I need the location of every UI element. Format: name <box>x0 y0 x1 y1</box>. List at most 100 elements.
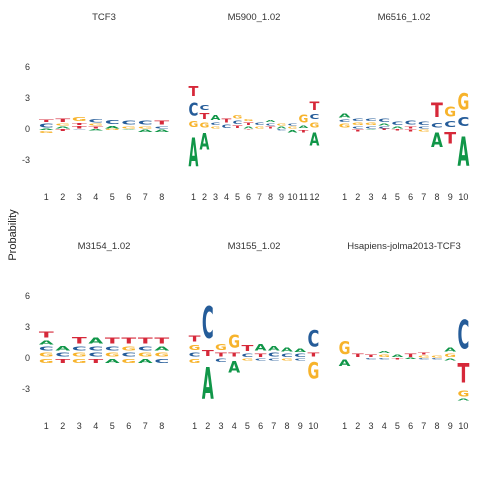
logo-letter-A: A <box>310 129 320 150</box>
logo-letter-G: G <box>365 122 377 126</box>
logo-letter-G: G <box>418 129 430 132</box>
x-tick-label: 3 <box>218 421 223 431</box>
x-tick-label: 8 <box>159 421 164 431</box>
logo-letter-T: T <box>241 344 254 353</box>
logo-letter-G: G <box>189 358 201 364</box>
logo-letter-G: G <box>288 126 298 129</box>
y-axis-title: Probability <box>7 209 19 261</box>
logo-letter-G: G <box>307 360 319 385</box>
logo-letter-T: T <box>105 336 121 345</box>
logo-letter-A: A <box>154 129 169 133</box>
logo-letter-A: A <box>391 126 404 129</box>
logo-letter-T: T <box>189 335 202 344</box>
logo-letter-A: A <box>378 123 391 126</box>
logo-letter-C: C <box>233 120 243 125</box>
logo-letter-C: C <box>352 126 364 129</box>
logo-letter-G: G <box>378 354 390 358</box>
x-tick-label: 1 <box>342 421 347 431</box>
x-tick-label: 5 <box>110 421 115 431</box>
y-tick-label: 6 <box>25 291 30 301</box>
logo-letter-C: C <box>431 122 443 129</box>
logo-letter-C: C <box>310 113 320 122</box>
logo-letter-G: G <box>352 122 364 126</box>
logo-letter-C: C <box>222 124 232 129</box>
logo-letter-A: A <box>444 347 456 353</box>
logo-letter-C: C <box>105 346 120 352</box>
x-tick-label: 4 <box>232 421 237 431</box>
logo-letter-A: A <box>339 358 351 369</box>
logo-letter-G: G <box>418 355 430 358</box>
logo-letter-C: C <box>418 126 430 129</box>
y-tick-label: 3 <box>25 322 30 332</box>
logo-letter-C: C <box>431 358 443 360</box>
logo-letter-G: G <box>138 352 153 358</box>
logo-letter-A: A <box>138 358 153 364</box>
logo-panel: M6516_1.021GCA2TCGC3ACGC4TCAC5TAC6TTC7GC… <box>339 12 470 202</box>
logo-letter-A: A <box>391 354 403 358</box>
logo-letter-A: A <box>244 126 255 129</box>
logo-letter-A: A <box>121 129 137 130</box>
logo-letter-C: C <box>215 358 227 363</box>
x-tick-label: 6 <box>126 192 131 202</box>
x-tick-label: 1 <box>342 192 347 202</box>
logo-letter-A: A <box>339 112 351 118</box>
logo-letter-G: G <box>72 359 87 365</box>
logo-letter-A: A <box>200 130 210 156</box>
logo-letter-G: G <box>241 358 253 361</box>
logo-letter-G: G <box>39 131 54 134</box>
logo-letter-G: G <box>228 331 240 352</box>
logo-letter-C: C <box>268 352 280 358</box>
logo-letter-C: C <box>277 129 287 131</box>
x-tick-label: 8 <box>284 421 289 431</box>
x-tick-label: 8 <box>434 421 439 431</box>
x-tick-label: 10 <box>458 192 468 202</box>
logo-letter-C: C <box>378 358 390 360</box>
logo-letter-T: T <box>55 118 70 123</box>
logo-letter-G: G <box>105 129 120 131</box>
logo-letter-A: A <box>457 130 469 176</box>
logo-letter-C: C <box>88 118 103 123</box>
logo-letter-T: T <box>418 352 431 355</box>
x-tick-label: 4 <box>93 192 98 202</box>
x-tick-label: 2 <box>202 192 207 202</box>
logo-letter-C: C <box>255 122 265 126</box>
logo-letter-G: G <box>244 119 254 122</box>
logo-letter-G: G <box>457 90 469 115</box>
panel-title: M3155_1.02 <box>228 241 281 252</box>
logo-letter-T: T <box>55 129 70 132</box>
x-tick-label: 5 <box>395 192 400 202</box>
logo-letter-G: G <box>233 115 243 120</box>
logo-panel: TCF3630-31AGCT2TAGT3CTTG4ATGC5GAC6AGC7AG… <box>22 12 170 202</box>
logo-letter-C: C <box>138 120 153 126</box>
logo-letter-C: C <box>457 116 469 130</box>
panel-title: Hsapiens-jolma2013-TCF3 <box>347 241 461 252</box>
logo-letter-T: T <box>405 129 418 132</box>
logo-letter-C: C <box>281 353 293 358</box>
logo-letter-A: A <box>228 359 240 377</box>
logo-letter-C: C <box>189 352 201 358</box>
logo-letter-T: T <box>310 100 320 113</box>
panel-title: M3154_1.02 <box>78 241 131 252</box>
x-tick-label: 6 <box>408 421 413 431</box>
logo-letter-G: G <box>457 389 469 399</box>
logo-letter-A: A <box>211 114 221 122</box>
logo-letter-G: G <box>55 123 70 126</box>
x-tick-label: 3 <box>368 421 373 431</box>
logo-panel: Hsapiens-jolma2013-TCF31AG2T3CT4CGA5TA6A… <box>339 241 470 431</box>
logo-letter-C: C <box>241 353 253 358</box>
logo-letter-A: A <box>365 129 378 130</box>
x-tick-label: 6 <box>258 421 263 431</box>
logo-letter-C: C <box>352 118 364 122</box>
logo-letter-G: G <box>72 352 87 358</box>
x-tick-label: 3 <box>77 192 82 202</box>
y-tick-label: 0 <box>25 353 30 363</box>
logo-letter-C: C <box>200 103 210 112</box>
logo-panel: M3155_1.021GCGT2ATC3CTG4ATG5GCT6CTA7CCA8… <box>189 241 320 431</box>
logo-letter-T: T <box>431 100 443 122</box>
logo-letter-C: C <box>255 358 267 361</box>
x-tick-label: 3 <box>368 192 373 202</box>
y-tick-label: 0 <box>25 124 30 134</box>
logo-letter-T: T <box>244 129 254 130</box>
logo-letter-T: T <box>365 354 377 358</box>
x-tick-label: 6 <box>126 421 131 431</box>
